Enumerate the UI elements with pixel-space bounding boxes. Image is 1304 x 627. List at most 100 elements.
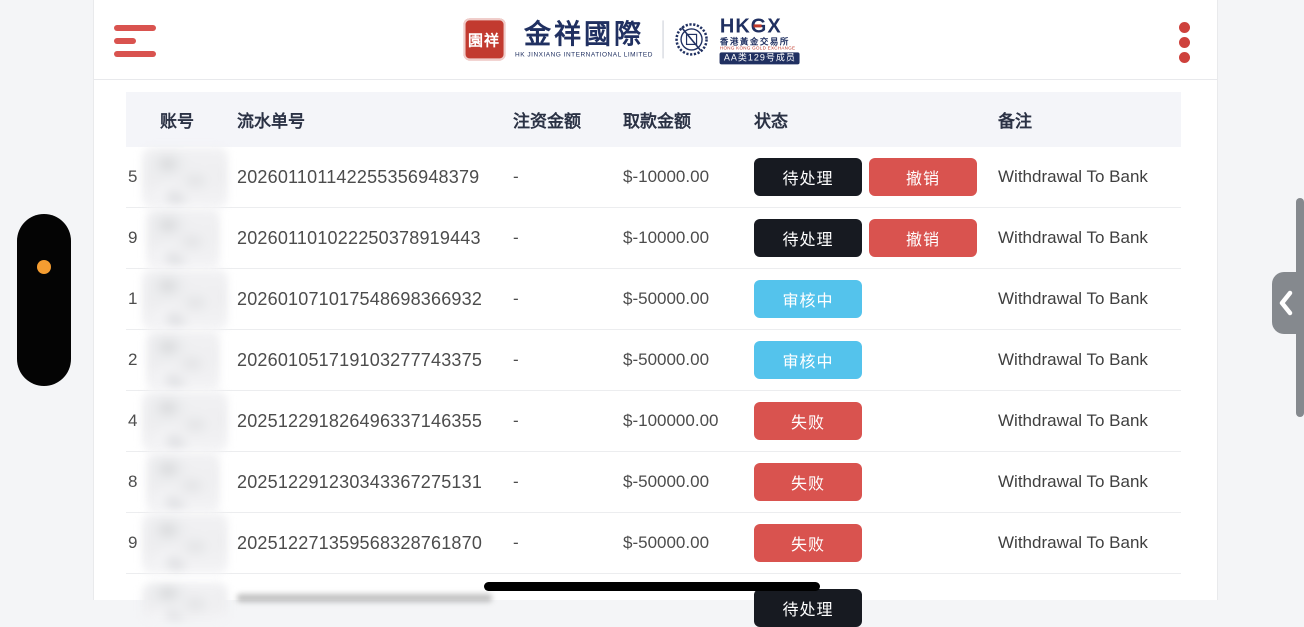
status-cell: 待处理 撤销 — [754, 158, 998, 196]
deposit-amount: - — [513, 533, 519, 552]
top-bar: 園祥 金祥國際 HK JINXIANG INTERNATIONAL LIMITE… — [94, 0, 1217, 80]
more-options-kebab-icon[interactable] — [1179, 22, 1191, 67]
remark: Withdrawal To Bank — [998, 289, 1148, 308]
content-area: 账号 流水单号 注资金额 取款金额 状态 备注 5 202601101142255356948… — [94, 80, 1217, 627]
table-header-row: 账号 流水单号 注资金额 取款金额 状态 备注 — [126, 92, 1181, 147]
account-number: 2 — [128, 350, 138, 369]
status-cell: 失败 — [754, 463, 998, 501]
deposit-amount: - — [513, 411, 519, 430]
exchange-member-badge: AA类129号成员 — [719, 52, 800, 65]
account-cell: 4 — [126, 391, 237, 452]
withdrawal-amount: $-100000.00 — [623, 411, 719, 430]
status-cell: 审核中 — [754, 341, 998, 379]
company-seal-icon: 園祥 — [463, 18, 506, 61]
gesture-navigation-bar[interactable] — [484, 582, 820, 591]
status-badge: 失败 — [754, 463, 862, 501]
chevron-left-icon — [1279, 290, 1293, 316]
account-cell: 9 — [126, 208, 237, 269]
table-row: 2 202601051719103277743375 - $-50000.00 审核中 W… — [126, 330, 1181, 391]
serial-number-partial — [237, 594, 492, 602]
withdrawal-amount: $-10000.00 — [623, 228, 710, 247]
serial-number: 202601071017548698366932 — [237, 288, 483, 309]
redacted-account — [142, 147, 228, 208]
status-badge: 审核中 — [754, 341, 862, 379]
table-row: 9 202512271359568328761870 - $-50000.00 失败 Wi… — [126, 513, 1181, 574]
account-cell: 8 — [126, 452, 237, 513]
table-row: 5 202601101142255356948379 - $-10000.00 待处理撤… — [126, 147, 1181, 208]
deposit-amount: - — [513, 472, 519, 491]
account-number: 9 — [128, 228, 138, 247]
serial-number: 202512271359568328761870 — [237, 532, 483, 553]
account-number: 8 — [128, 472, 138, 491]
column-header: 注资金额 — [513, 112, 581, 131]
account-cell: 1 — [126, 269, 237, 330]
serial-number: 202601101142255356948379 — [237, 166, 480, 187]
table-row: 1 202601071017548698366932 - $-50000.00 审核中 W… — [126, 269, 1181, 330]
withdrawal-amount: $-50000.00 — [623, 533, 710, 552]
remark: Withdrawal To Bank — [998, 533, 1148, 552]
serial-number: 202512291230343367275131 — [237, 471, 483, 492]
withdrawal-amount: $-50000.00 — [623, 289, 710, 308]
account-number: 1 — [128, 289, 138, 308]
deposit-amount: - — [513, 167, 519, 186]
hkgx-g-accent — [753, 23, 762, 27]
remark: Withdrawal To Bank — [998, 228, 1148, 247]
cancel-button[interactable]: 撤销 — [869, 158, 977, 196]
account-number: 5 — [128, 167, 138, 186]
redacted-account — [146, 330, 220, 391]
menu-hamburger-icon[interactable] — [114, 24, 158, 58]
serial-number: 202601051719103277743375 — [237, 349, 483, 370]
redacted-account — [142, 582, 228, 622]
remark: Withdrawal To Bank — [998, 167, 1148, 186]
table-row: 4 202512291826496337146355 - $-100000.00 失败 W… — [126, 391, 1181, 452]
redacted-account — [146, 452, 220, 513]
company-name-en: HK JINXIANG INTERNATIONAL LIMITED — [515, 51, 653, 59]
exchange-name-en: HONG KONG GOLD EXCHANGE — [719, 45, 796, 51]
account-cell: 9 — [126, 513, 237, 574]
brand-divider — [662, 20, 664, 59]
status-badge: 审核中 — [754, 280, 862, 318]
withdrawal-amount: $-10000.00 — [623, 167, 710, 186]
column-header: 账号 — [160, 112, 194, 131]
withdrawal-amount: $-50000.00 — [623, 472, 710, 491]
side-panel-handle[interactable] — [1272, 272, 1304, 334]
status-badge: 失败 — [754, 524, 862, 562]
company-name-zh: 金祥國際 — [523, 19, 644, 50]
remark: Withdrawal To Bank — [998, 472, 1148, 491]
column-header: 备注 — [998, 112, 1032, 131]
table-row: 9 202601101022250378919443 - $-10000.00 待处理撤… — [126, 208, 1181, 269]
deposit-amount: - — [513, 289, 519, 308]
cancel-button[interactable]: 撤销 — [869, 219, 977, 257]
brand-logo: 園祥 金祥國際 HK JINXIANG INTERNATIONAL LIMITE… — [463, 14, 800, 65]
status-badge: 待处理 — [754, 158, 862, 196]
exchange-name-zh: 香港黃金交易所 — [719, 35, 790, 46]
status-badge: 待处理 — [754, 589, 862, 627]
redacted-account — [142, 269, 228, 330]
status-cell: 失败 — [754, 524, 998, 562]
withdrawal-amount: $-50000.00 — [623, 350, 710, 369]
account-cell: 5 — [126, 147, 237, 208]
account-number: 4 — [128, 411, 138, 430]
serial-number: 202601101022250378919443 — [237, 227, 481, 248]
remark: Withdrawal To Bank — [998, 350, 1148, 369]
recording-indicator-dot — [37, 260, 51, 274]
exchange-abbr: HKGX — [719, 14, 782, 37]
status-cell: 待处理 撤销 — [754, 219, 998, 257]
serial-number: 202512291826496337146355 — [237, 410, 483, 431]
table-row: 8 202512291230343367275131 - $-50000.00 失败 Wi… — [126, 452, 1181, 513]
camera-cutout-capsule — [17, 214, 71, 386]
column-header: 流水单号 — [237, 112, 305, 131]
app-card: 園祥 金祥國際 HK JINXIANG INTERNATIONAL LIMITE… — [93, 0, 1218, 627]
deposit-amount: - — [513, 350, 519, 369]
redacted-account — [146, 208, 220, 269]
withdrawals-table: 账号 流水单号 注资金额 取款金额 状态 备注 5 202601101142255356948… — [126, 92, 1181, 627]
column-header: 取款金额 — [623, 112, 691, 131]
exchange-seal-icon — [675, 23, 709, 56]
deposit-amount: - — [513, 228, 519, 247]
account-number: 9 — [128, 533, 138, 552]
account-cell: 2 — [126, 330, 237, 391]
redacted-account — [142, 513, 228, 574]
status-cell: 审核中 — [754, 280, 998, 318]
remark: Withdrawal To Bank — [998, 411, 1148, 430]
redacted-account — [142, 391, 228, 452]
